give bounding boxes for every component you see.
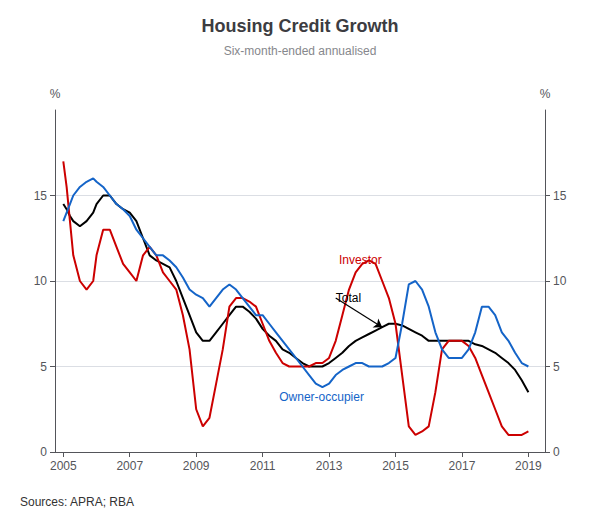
svg-text:%: % xyxy=(50,87,61,101)
svg-text:2017: 2017 xyxy=(449,459,476,473)
svg-text:2009: 2009 xyxy=(183,459,210,473)
svg-text:2005: 2005 xyxy=(50,459,77,473)
svg-text:2013: 2013 xyxy=(316,459,343,473)
svg-text:Sources: APRA; RBA: Sources: APRA; RBA xyxy=(20,495,134,509)
svg-text:Investor: Investor xyxy=(339,253,382,267)
svg-text:2007: 2007 xyxy=(116,459,143,473)
svg-text:5: 5 xyxy=(553,360,560,374)
svg-text:Housing Credit Growth: Housing Credit Growth xyxy=(202,16,399,36)
svg-text:0: 0 xyxy=(553,445,560,459)
svg-text:2011: 2011 xyxy=(250,459,276,473)
svg-text:10: 10 xyxy=(34,274,48,288)
svg-text:5: 5 xyxy=(40,360,47,374)
svg-text:10: 10 xyxy=(553,274,567,288)
svg-text:%: % xyxy=(540,87,551,101)
svg-text:2015: 2015 xyxy=(382,459,409,473)
svg-text:Six-month-ended annualised: Six-month-ended annualised xyxy=(224,44,377,58)
svg-text:0: 0 xyxy=(40,445,47,459)
svg-text:15: 15 xyxy=(553,189,567,203)
svg-text:Total: Total xyxy=(336,291,361,305)
svg-text:Owner-occupier: Owner-occupier xyxy=(279,390,364,404)
svg-text:2019: 2019 xyxy=(515,459,542,473)
svg-text:15: 15 xyxy=(34,189,48,203)
